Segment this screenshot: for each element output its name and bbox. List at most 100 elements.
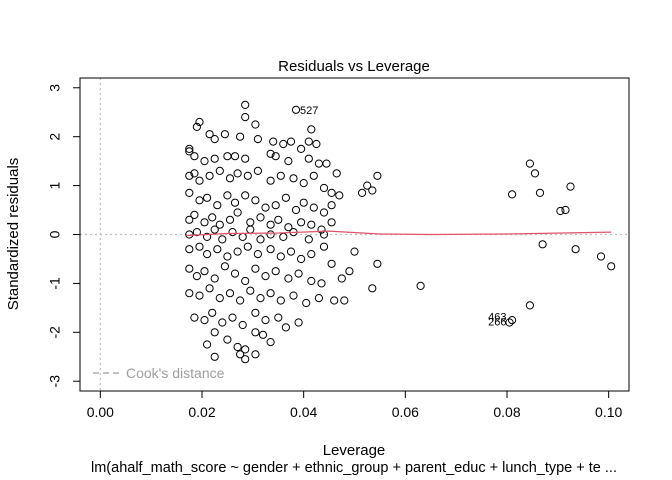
data-point <box>258 330 268 339</box>
data-point <box>223 252 232 261</box>
data-point <box>251 196 260 205</box>
data-point <box>363 181 372 190</box>
data-point <box>322 159 331 168</box>
data-point <box>241 113 250 122</box>
data-point <box>266 245 275 254</box>
data-point <box>327 188 336 197</box>
data-point <box>596 252 606 261</box>
data-point <box>185 171 194 180</box>
data-point <box>373 259 382 268</box>
data-point <box>284 274 293 283</box>
data-point <box>213 201 222 210</box>
legend-cooks-distance-label: Cook's distance <box>126 365 225 381</box>
data-point <box>297 218 306 227</box>
point-label: 463 <box>488 312 506 324</box>
data-point <box>251 120 260 129</box>
data-point <box>332 169 341 178</box>
x-tick-label: 0.08 <box>493 404 520 420</box>
data-point <box>233 169 242 178</box>
data-point <box>304 235 313 244</box>
data-point <box>256 294 265 303</box>
data-point <box>215 166 224 175</box>
data-point <box>195 176 204 185</box>
data-point <box>266 338 275 347</box>
y-tick-label: -1 <box>47 277 63 290</box>
data-point <box>220 262 229 271</box>
data-point <box>535 188 545 197</box>
data-point <box>607 262 616 271</box>
data-point <box>185 215 194 224</box>
data-point <box>307 250 316 259</box>
data-point <box>335 191 344 200</box>
data-point <box>238 232 247 241</box>
data-point <box>215 294 224 303</box>
data-point <box>200 267 209 276</box>
data-point <box>373 171 382 180</box>
data-point <box>266 176 275 185</box>
data-point <box>327 218 336 227</box>
x-tick-label: 0.06 <box>392 404 419 420</box>
data-point <box>210 274 219 283</box>
x-axis-label: Leverage <box>323 442 386 459</box>
data-point <box>286 137 296 146</box>
data-point <box>261 316 270 325</box>
data-point <box>190 169 199 178</box>
data-points <box>185 100 616 364</box>
data-point <box>291 105 301 114</box>
data-point <box>208 308 217 317</box>
data-point <box>276 296 285 305</box>
data-point <box>236 296 245 305</box>
data-point <box>225 289 235 298</box>
data-point <box>241 154 250 163</box>
data-point <box>294 318 303 327</box>
y-axis: -3 -2 -1 0 1 2 3 <box>47 84 81 387</box>
data-point <box>271 201 280 210</box>
data-point <box>297 144 306 153</box>
y-tick-label: 3 <box>47 84 63 92</box>
data-point <box>203 232 212 241</box>
data-point <box>185 147 194 156</box>
data-point <box>243 242 252 251</box>
data-point <box>507 190 517 199</box>
data-point <box>233 208 242 217</box>
data-point <box>185 264 194 273</box>
y-axis-label: Standardized residuals <box>5 158 22 311</box>
data-point <box>210 352 219 361</box>
data-point <box>185 289 194 298</box>
data-point <box>241 276 250 286</box>
data-point <box>314 294 323 303</box>
data-point <box>345 267 354 276</box>
x-tick-label: 0.02 <box>188 404 215 420</box>
data-point <box>185 245 194 254</box>
data-point <box>327 201 336 210</box>
data-point <box>223 191 232 200</box>
model-formula-caption: lm(ahalf_math_score ~ gender + ethnic_gr… <box>91 460 617 476</box>
data-point <box>203 250 212 259</box>
data-point <box>525 159 535 168</box>
data-point <box>314 159 323 168</box>
data-point <box>190 313 199 322</box>
data-point <box>233 247 242 256</box>
data-point <box>561 205 570 215</box>
point-label: 266 <box>488 317 506 329</box>
data-point <box>309 203 318 212</box>
data-point <box>289 291 298 300</box>
chart-title: Residuals vs Leverage <box>278 58 430 75</box>
data-point <box>319 242 329 251</box>
data-point <box>220 130 229 139</box>
data-point <box>203 193 212 202</box>
data-point <box>274 215 283 224</box>
data-point <box>507 316 517 325</box>
data-point <box>223 335 232 344</box>
reference-lines <box>80 78 629 391</box>
data-point <box>368 284 377 293</box>
data-point <box>230 269 240 278</box>
y-tick-label: 0 <box>47 230 63 238</box>
data-point <box>358 188 367 197</box>
y-tick-label: 2 <box>47 133 63 141</box>
data-point <box>317 225 326 234</box>
data-point <box>253 166 262 175</box>
data-point <box>317 279 326 288</box>
data-point <box>195 117 204 127</box>
